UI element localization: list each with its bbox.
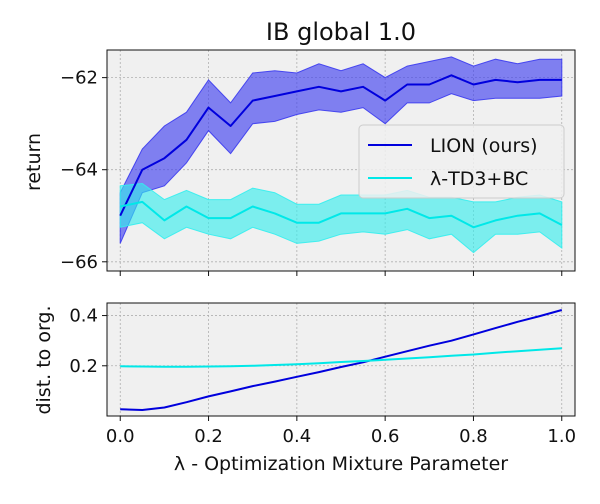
x-tick-label: 0.2 [194,426,223,447]
distance-panel: 0.0 0.2 0.4 0.6 0.8 1.0 0.2 0.4 dist. to org. λ… [33,303,576,475]
x-tick-label: 1.0 [547,426,576,447]
return-y-tick-label: −64 [60,160,98,181]
legend-label-lion: LION (ours) [430,135,538,157]
legend: LION (ours) λ-TD3+BC [359,125,564,198]
return-axis-label: return [23,133,45,191]
distance-y-tick-label: 0.2 [69,356,98,377]
x-tick-label: 0.6 [371,426,400,447]
return-y-tick-label: −62 [60,68,98,89]
chart-title: IB global 1.0 [266,18,416,46]
x-tick-label: 0.4 [283,426,312,447]
distance-plot-background [107,303,575,416]
distance-axis-label: dist. to org. [33,305,55,414]
return-panel: −66 −64 −62 IB global 1.0 return LION (our… [23,18,575,276]
x-axis-label: λ - Optimization Mixture Parameter [174,453,508,475]
x-tick-label: 0.0 [106,426,135,447]
return-y-tick-label: −66 [60,252,98,273]
distance-y-tick-label: 0.4 [69,306,98,327]
x-tick-label: 0.8 [459,426,488,447]
legend-label-td3bc: λ-TD3+BC [430,168,528,190]
